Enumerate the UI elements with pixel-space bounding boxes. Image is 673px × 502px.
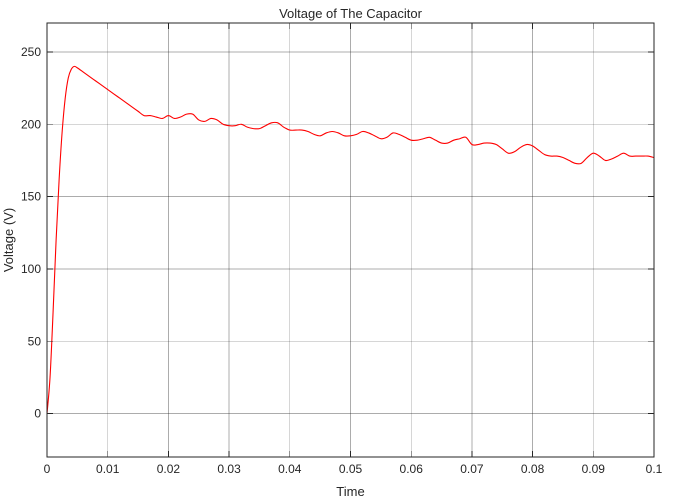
y-tick-label: 200: [21, 117, 41, 131]
chart-title: Voltage of The Capacitor: [279, 6, 423, 21]
x-tick-label: 0.02: [157, 462, 181, 476]
x-tick-label: 0.05: [339, 462, 363, 476]
y-axis-label: Voltage (V): [1, 208, 16, 272]
grid-lines: [46, 23, 655, 457]
x-tick-label: 0: [44, 462, 51, 476]
x-tick-label: 0.1: [646, 462, 663, 476]
x-tick-label: 0.07: [460, 462, 484, 476]
x-axis-label: Time: [336, 484, 364, 499]
series-line-0: [46, 65, 655, 414]
x-tick-label: 0.01: [96, 462, 120, 476]
x-tick-label: 0.04: [278, 462, 302, 476]
x-tick-label: 0.06: [400, 462, 424, 476]
axis-ticks: 0 0.01 0.02 0.03 0.04 0.05 0.06 0.07 0.08 0.09 0.1…: [21, 23, 663, 476]
y-tick-label: 50: [28, 334, 42, 348]
y-tick-label: 100: [21, 262, 41, 276]
plot-area: [47, 23, 654, 457]
x-tick-label: 0.08: [521, 462, 545, 476]
x-tick-label: 0.03: [217, 462, 241, 476]
series-layer: [46, 65, 655, 414]
y-tick-label: 0: [34, 407, 41, 421]
x-tick-label: 0.09: [582, 462, 606, 476]
y-tick-label: 150: [21, 190, 41, 204]
y-tick-label: 250: [21, 45, 41, 59]
